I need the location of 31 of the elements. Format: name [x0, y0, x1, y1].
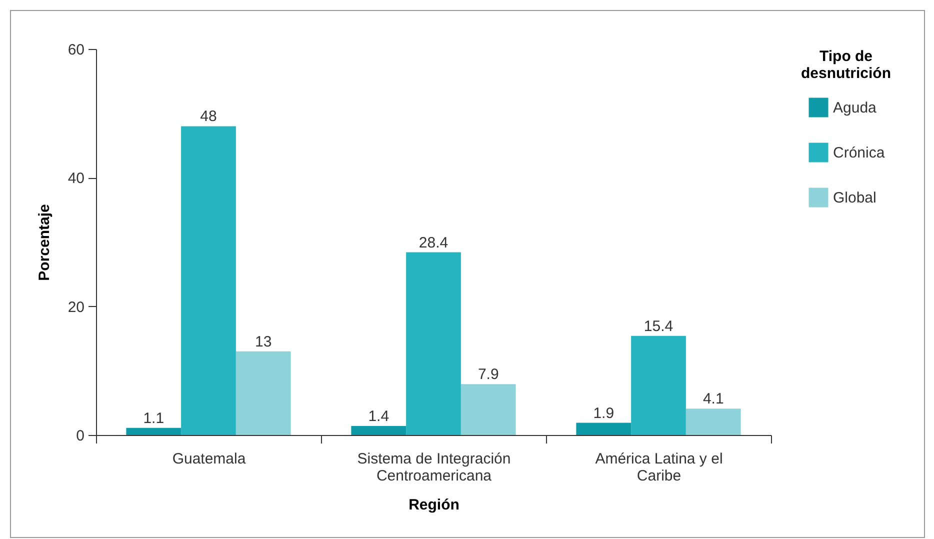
bar — [236, 351, 291, 435]
legend-title: Tipo de desnutrición — [800, 48, 892, 82]
y-tick-label: 20 — [68, 298, 84, 316]
data-label: 4.1 — [702, 390, 724, 408]
data-label: 13 — [255, 333, 272, 350]
data-label: 28.4 — [418, 234, 448, 252]
bar — [631, 336, 686, 435]
y-tick-label: 40 — [68, 170, 84, 188]
data-label: 1.9 — [593, 404, 614, 422]
x-axis-title: Región — [408, 496, 460, 514]
data-label: 48 — [200, 108, 217, 126]
bar — [460, 384, 516, 435]
bar — [406, 252, 461, 435]
bar — [686, 408, 741, 435]
data-label: 1.1 — [143, 410, 164, 427]
bar — [351, 426, 406, 435]
x-tick-label: Sistema de Integración Centroamericana — [357, 450, 511, 484]
y-tick-label: 60 — [68, 42, 84, 58]
data-label: 15.4 — [644, 318, 674, 335]
y-axis-title: Porcentaje — [36, 204, 53, 281]
bar — [181, 126, 236, 435]
data-label: 7.9 — [478, 366, 499, 384]
x-tick-label: Guatemala — [172, 450, 246, 468]
legend-label: Global — [833, 190, 876, 206]
x-tick-label: América Latina y el Caribe — [595, 450, 723, 484]
data-label: 1.4 — [368, 408, 390, 425]
legend-label: Aguda — [833, 100, 878, 116]
bar — [576, 422, 632, 435]
legend-label: Crónica — [833, 144, 886, 162]
bar — [126, 428, 182, 435]
y-tick-label: 0 — [76, 428, 84, 444]
